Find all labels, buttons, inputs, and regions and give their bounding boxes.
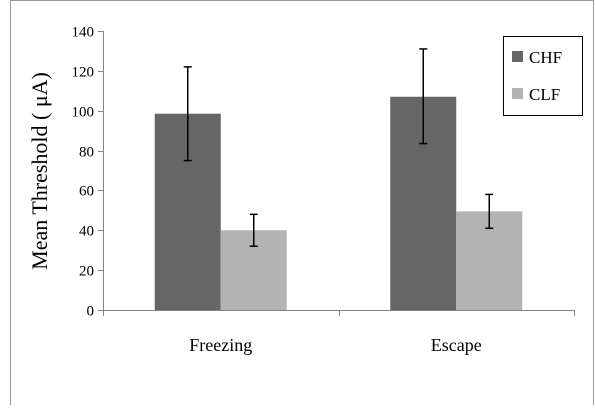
legend-label-chf: CHF bbox=[529, 48, 562, 67]
x-tick-label-escape: Escape bbox=[431, 335, 482, 355]
y-axis-label: Mean Threshold ( μA) bbox=[27, 72, 52, 270]
legend-label-clf: CLF bbox=[529, 85, 560, 104]
legend: CHF CLF bbox=[503, 36, 583, 116]
x-tick-label-freezing: Freezing bbox=[189, 335, 252, 355]
legend-box bbox=[503, 36, 583, 116]
bars bbox=[154, 96, 523, 310]
legend-swatch-chf bbox=[512, 51, 523, 62]
y-tick-label: 60 bbox=[79, 184, 94, 200]
axes bbox=[98, 31, 575, 316]
error-bars bbox=[183, 48, 494, 247]
y-tick-label: 80 bbox=[79, 145, 94, 161]
tick-labels: 0 20 40 60 80 100 120 140 Freezing Escape bbox=[72, 25, 482, 356]
legend-swatch-clf bbox=[512, 88, 523, 99]
chart-border bbox=[10, 0, 594, 410]
y-tick-label: 100 bbox=[72, 105, 95, 121]
y-tick-label: 140 bbox=[72, 25, 95, 41]
y-tick-label: 40 bbox=[79, 224, 94, 240]
y-tick-label: 20 bbox=[79, 264, 94, 280]
y-tick-label: 120 bbox=[72, 65, 95, 81]
y-tick-label: 0 bbox=[87, 304, 95, 320]
